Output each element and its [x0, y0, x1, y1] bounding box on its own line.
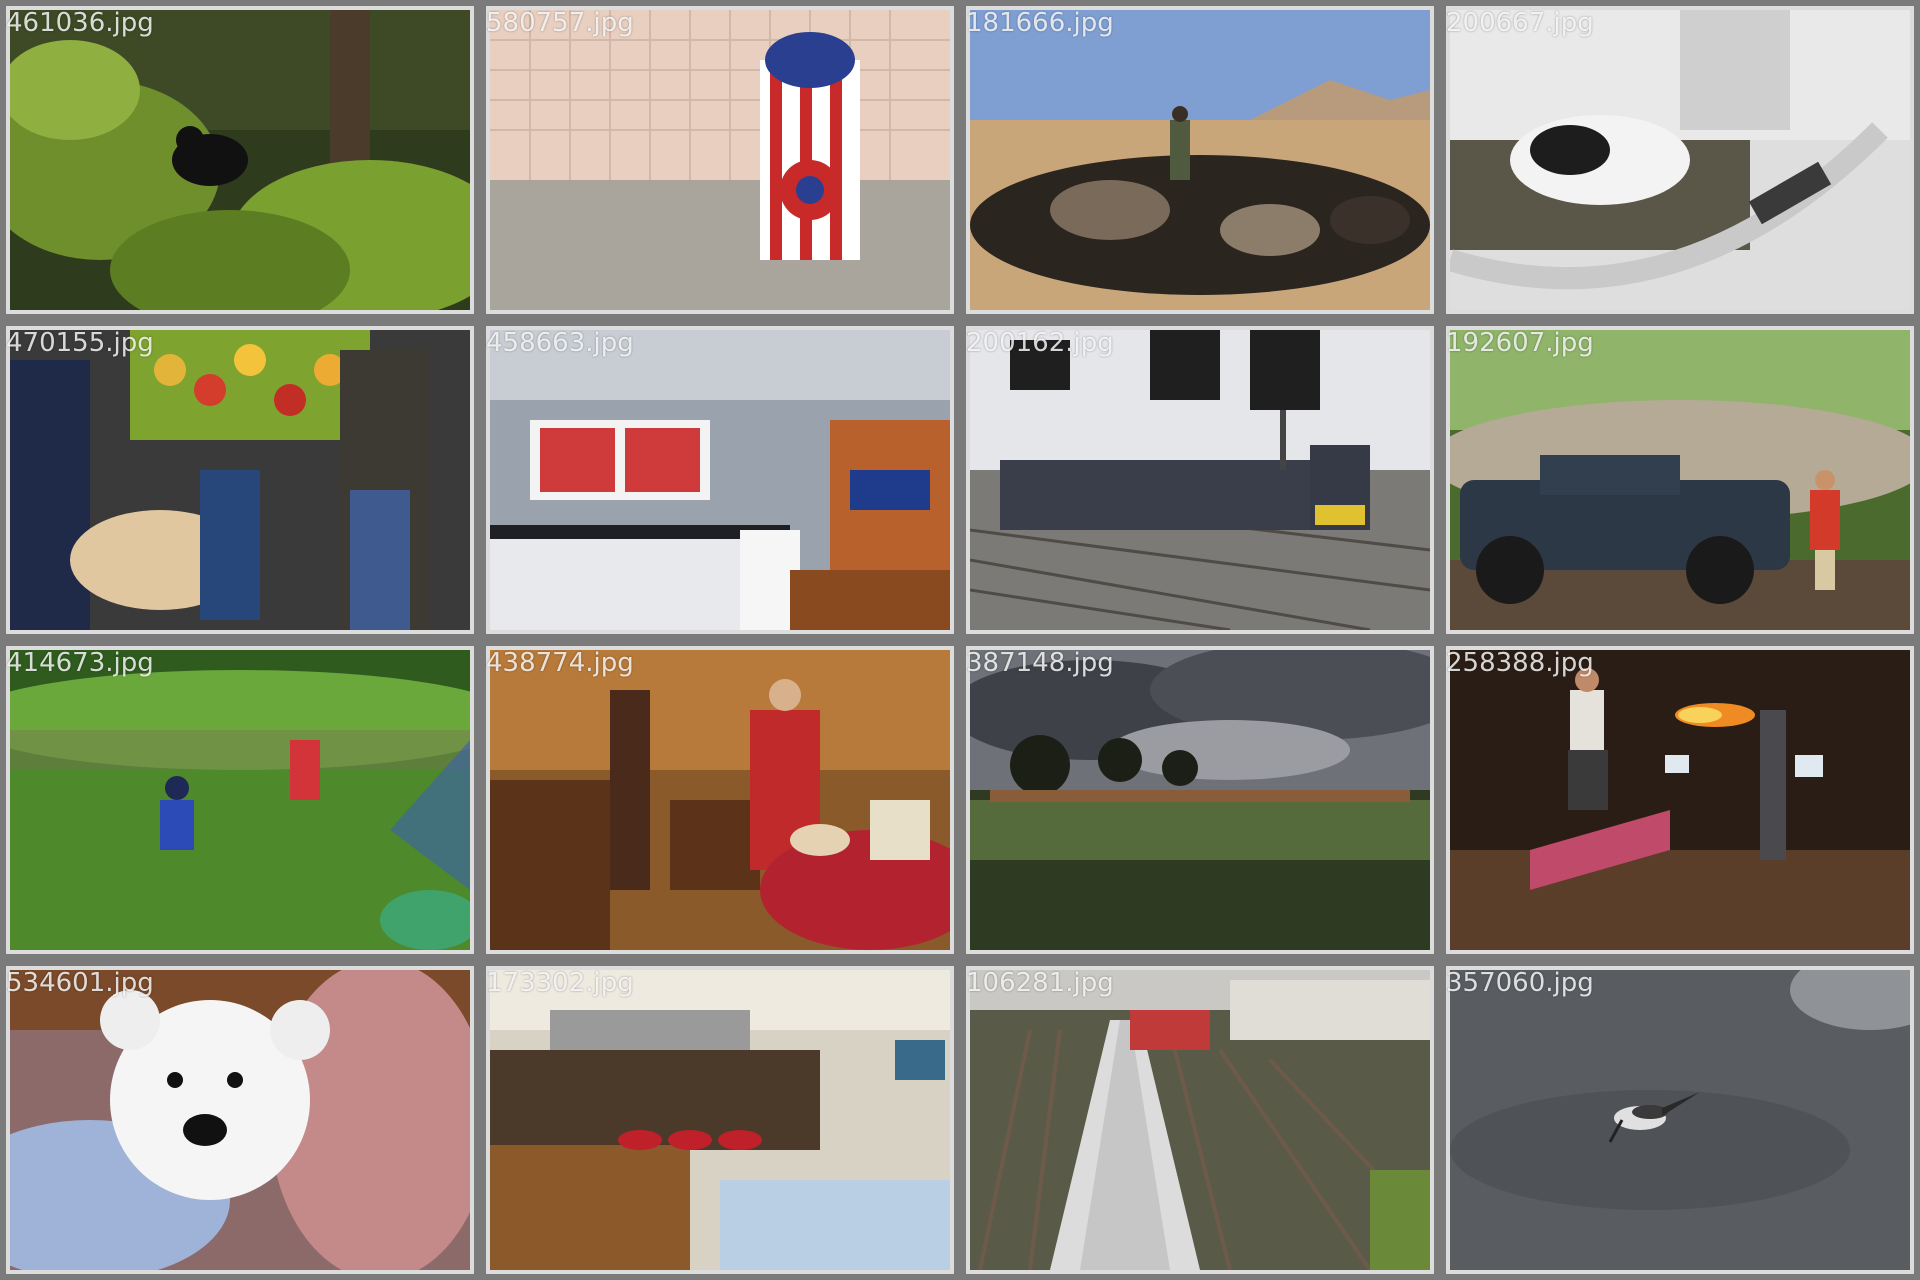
image-thumbnail[interactable]	[966, 326, 1434, 634]
image-thumbnail[interactable]	[966, 966, 1434, 1274]
image-tile[interactable]: 192607.jpg	[1440, 320, 1920, 640]
image-tile[interactable]: 181666.jpg	[960, 0, 1440, 320]
image-tile[interactable]: 173302.jpg	[480, 960, 960, 1280]
image-tile[interactable]: 106281.jpg	[960, 960, 1440, 1280]
image-thumbnail[interactable]	[6, 966, 474, 1274]
image-tile[interactable]: 470155.jpg	[0, 320, 480, 640]
image-thumbnail[interactable]	[486, 326, 954, 634]
image-tile[interactable]: 258388.jpg	[1440, 640, 1920, 960]
image-thumbnail[interactable]	[486, 6, 954, 314]
image-thumbnail[interactable]	[6, 646, 474, 954]
image-tile[interactable]: 357060.jpg	[1440, 960, 1920, 1280]
image-thumbnail[interactable]	[6, 6, 474, 314]
image-thumbnail[interactable]	[1446, 326, 1914, 634]
image-thumbnail[interactable]	[486, 966, 954, 1274]
image-thumbnail[interactable]	[1446, 646, 1914, 954]
image-tile[interactable]: 534601.jpg	[0, 960, 480, 1280]
image-tile[interactable]: 580757.jpg	[480, 0, 960, 320]
image-tile[interactable]: 438774.jpg	[480, 640, 960, 960]
image-tile[interactable]: 461036.jpg	[0, 0, 480, 320]
image-thumbnail[interactable]	[966, 646, 1434, 954]
image-thumbnail[interactable]	[966, 6, 1434, 314]
image-tile[interactable]: 458663.jpg	[480, 320, 960, 640]
image-tile[interactable]: 200162.jpg	[960, 320, 1440, 640]
image-tile[interactable]: 200667.jpg	[1440, 0, 1920, 320]
image-thumbnail[interactable]	[6, 326, 474, 634]
image-thumbnail[interactable]	[1446, 6, 1914, 314]
image-thumbnail[interactable]	[486, 646, 954, 954]
image-thumbnail[interactable]	[1446, 966, 1914, 1274]
image-tile[interactable]: 387148.jpg	[960, 640, 1440, 960]
image-tile[interactable]: 414673.jpg	[0, 640, 480, 960]
